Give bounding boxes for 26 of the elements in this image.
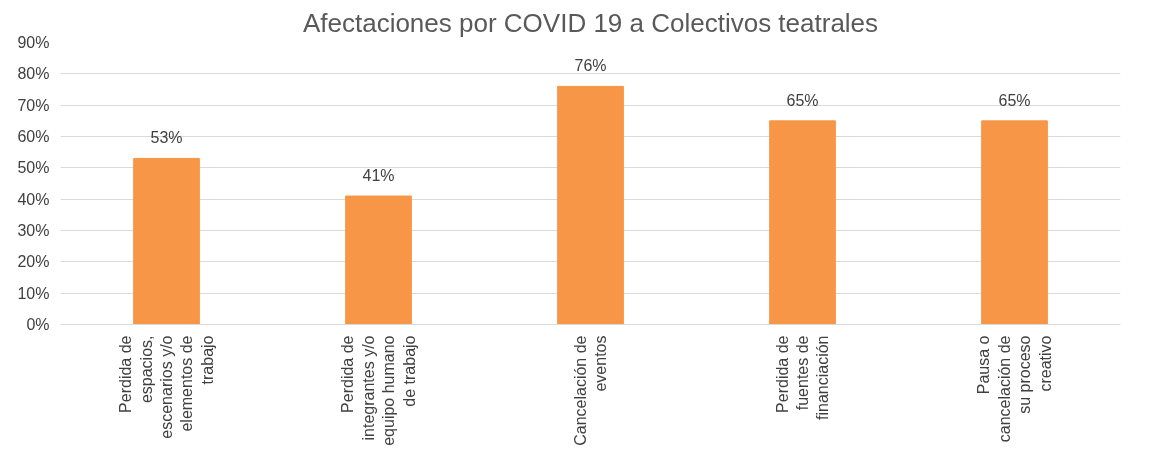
y-tick-label: 20% — [17, 253, 50, 271]
bar — [345, 195, 412, 325]
y-tick-label: 40% — [17, 190, 50, 208]
data-label: 53% — [150, 129, 183, 147]
bar — [133, 157, 200, 325]
x-tick-label: Perdida de espacios, escenarios y/o elementos de trabajo — [117, 335, 216, 439]
bar — [557, 85, 624, 325]
chart-title: Afectaciones por COVID 19 a Colectivos teatrales — [302, 7, 879, 38]
x-tick-label: Perdida de fuentes de financiación — [773, 335, 832, 420]
y-tick-label: 60% — [17, 128, 50, 145]
data-label: 41% — [362, 167, 395, 185]
y-tick-label: 90% — [17, 34, 50, 51]
bar — [769, 120, 836, 325]
bar — [981, 120, 1048, 325]
y-tick-label: 10% — [17, 284, 50, 302]
y-tick-label: 30% — [17, 222, 50, 239]
y-tick-label: 70% — [17, 96, 50, 114]
y-tick-label: 0% — [26, 316, 50, 333]
y-tick-label: 50% — [17, 159, 50, 177]
x-tick-label: Cancelación de eventos — [571, 335, 610, 446]
data-label: 65% — [786, 91, 819, 109]
x-tick-label: Perdida de integrantes y/o equipo humano de trabajo — [339, 335, 418, 446]
y-tick-label: 80% — [17, 65, 50, 83]
data-label: 65% — [998, 91, 1031, 109]
data-label: 76% — [574, 57, 607, 75]
x-tick-label: Pausa o cancelación de su proceso creativo — [975, 335, 1054, 443]
